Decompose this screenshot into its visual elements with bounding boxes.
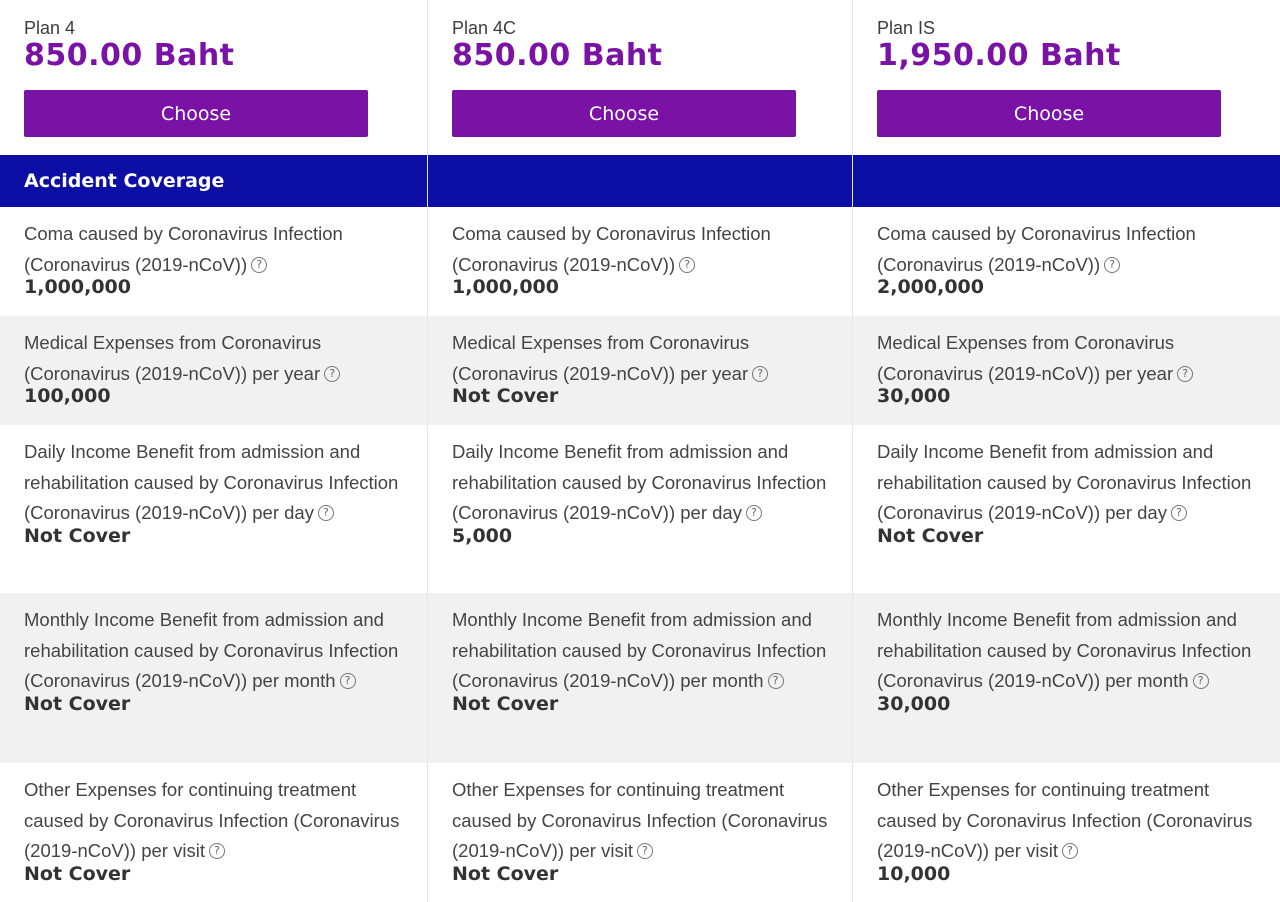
question-circle-icon[interactable]: ? [636,843,653,859]
benefit-value: 30,000 [877,692,951,715]
benefit-label: Monthly Income Benefit from admission an… [24,609,399,691]
benefit-row: Daily Income Benefit from admission and … [0,425,427,593]
benefit-row: Other Expenses for continuing treatment … [428,763,852,902]
choose-button[interactable]: Choose [24,90,368,137]
question-circle-icon[interactable]: ? [767,673,784,689]
benefit-row: Coma caused by Coronavirus Infection (Co… [428,207,852,316]
benefit-value: Not Cover [877,524,984,547]
question-circle-icon[interactable]: ? [1170,505,1187,521]
benefit-value: Not Cover [24,862,131,885]
benefit-value: Not Cover [24,524,131,547]
benefit-value: 30,000 [877,385,951,407]
plan-price: 1,950.00 Baht [877,38,1121,73]
plan-price: 850.00 Baht [452,38,663,73]
benefit-label: Coma caused by Coronavirus Infection (Co… [24,223,343,275]
benefit-value: 1,000,000 [24,276,131,298]
plan-header: Plan 4 850.00 Baht Choose [0,0,427,155]
benefit-label: Daily Income Benefit from admission and … [452,441,827,523]
question-circle-icon[interactable]: ? [251,256,268,273]
benefit-label: Coma caused by Coronavirus Infection (Co… [452,223,771,275]
question-circle-icon[interactable]: ? [1061,843,1078,859]
benefit-value: 2,000,000 [877,276,984,298]
plan-name: Plan IS [877,18,936,38]
benefit-label: Other Expenses for continuing treatment … [877,779,1253,861]
question-circle-icon[interactable]: ? [1192,673,1209,689]
benefit-label: Medical Expenses from Coronavirus (Coron… [24,332,322,384]
section-bar-accident-coverage: Accident Coverage [0,155,1280,207]
benefit-row: Medical Expenses from Coronavirus (Coron… [0,316,427,425]
benefit-label: Daily Income Benefit from admission and … [877,441,1252,523]
question-circle-icon[interactable]: ? [208,843,225,859]
benefit-value: 10,000 [877,862,951,885]
benefit-label: Coma caused by Coronavirus Infection (Co… [877,223,1196,275]
choose-button[interactable]: Choose [452,90,796,137]
question-circle-icon[interactable]: ? [752,365,769,382]
benefit-value: Not Cover [24,692,131,715]
benefit-label: Monthly Income Benefit from admission an… [452,609,827,691]
choose-button[interactable]: Choose [877,90,1221,137]
question-circle-icon[interactable]: ? [317,505,334,521]
benefit-label: Medical Expenses from Coronavirus (Coron… [452,332,750,384]
benefit-row: Other Expenses for continuing treatment … [853,763,1280,902]
question-circle-icon[interactable]: ? [1177,365,1194,382]
benefit-value: 100,000 [24,385,111,407]
benefit-row: Other Expenses for continuing treatment … [0,763,427,902]
plan-column-plan-is: Plan IS 1,950.00 Baht Choose Coma caused… [853,0,1280,902]
benefit-label: Other Expenses for continuing treatment … [24,779,400,861]
section-title: Accident Coverage [24,170,225,192]
plan-name: Plan 4 [24,18,76,38]
question-circle-icon[interactable]: ? [745,505,762,521]
benefit-row: Coma caused by Coronavirus Infection (Co… [0,207,427,316]
benefit-row: Daily Income Benefit from admission and … [428,425,852,593]
plan-header: Plan 4C 850.00 Baht Choose [428,0,852,155]
plan-name: Plan 4C [452,18,517,38]
benefit-value: 1,000,000 [452,276,559,298]
benefit-row: Medical Expenses from Coronavirus (Coron… [428,316,852,425]
plan-column-plan-4: Plan 4 850.00 Baht Choose Coma caused by… [0,0,428,902]
question-circle-icon[interactable]: ? [324,365,341,382]
benefit-label: Monthly Income Benefit from admission an… [877,609,1252,691]
plan-price: 850.00 Baht [24,38,235,73]
benefit-row: Medical Expenses from Coronavirus (Coron… [853,316,1280,425]
plan-column-plan-4c: Plan 4C 850.00 Baht Choose Coma caused b… [428,0,853,902]
question-circle-icon[interactable]: ? [1104,256,1121,273]
question-circle-icon[interactable]: ? [339,673,356,689]
question-circle-icon[interactable]: ? [679,256,696,273]
benefit-value: Not Cover [452,692,559,715]
benefit-row: Monthly Income Benefit from admission an… [853,593,1280,763]
benefit-row: Coma caused by Coronavirus Infection (Co… [853,207,1280,316]
benefit-row: Monthly Income Benefit from admission an… [0,593,427,763]
benefit-value: 5,000 [452,524,513,547]
plan-header: Plan IS 1,950.00 Baht Choose [853,0,1280,155]
benefit-label: Medical Expenses from Coronavirus (Coron… [877,332,1175,384]
benefit-label: Other Expenses for continuing treatment … [452,779,828,861]
benefit-row: Monthly Income Benefit from admission an… [428,593,852,763]
benefit-value: Not Cover [452,862,559,885]
benefit-value: Not Cover [452,385,559,407]
benefit-label: Daily Income Benefit from admission and … [24,441,399,523]
benefit-row: Daily Income Benefit from admission and … [853,425,1280,593]
